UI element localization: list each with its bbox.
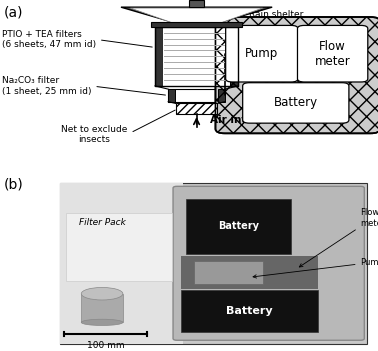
Bar	[181, 290, 318, 332]
Ellipse shape	[81, 287, 123, 300]
Bar	[194, 261, 263, 284]
Text: Air intake: Air intake	[210, 115, 267, 125]
Text: Filter Pack: Filter Pack	[79, 218, 125, 227]
Text: PTIO + TEA filters
(6 sheets, 47 mm id): PTIO + TEA filters (6 sheets, 47 mm id)	[2, 30, 152, 49]
Bar	[168, 89, 225, 102]
Text: Battery: Battery	[218, 221, 259, 231]
Bar	[176, 104, 217, 114]
Bar	[163, 27, 230, 86]
FancyBboxPatch shape	[173, 186, 364, 340]
Bar	[189, 0, 204, 7]
Bar	[168, 89, 175, 102]
Bar	[60, 183, 183, 344]
Text: Flow
meter: Flow meter	[299, 208, 378, 267]
Bar	[66, 213, 172, 281]
Bar	[218, 89, 225, 102]
Text: Rain shelter: Rain shelter	[249, 10, 304, 19]
Text: Flow
meter: Flow meter	[315, 40, 350, 68]
Text: (a): (a)	[4, 5, 23, 19]
Polygon shape	[121, 7, 272, 27]
Bar	[151, 22, 242, 27]
FancyBboxPatch shape	[226, 25, 298, 82]
Text: 100 mm: 100 mm	[87, 341, 125, 350]
Bar	[155, 27, 238, 86]
Bar	[155, 27, 163, 86]
FancyBboxPatch shape	[243, 83, 349, 123]
Bar	[81, 294, 123, 322]
Text: Pump: Pump	[253, 258, 378, 278]
Text: Battery: Battery	[274, 97, 318, 110]
Text: Battery: Battery	[226, 306, 273, 316]
Ellipse shape	[81, 319, 123, 325]
Bar	[60, 183, 367, 344]
Bar	[186, 199, 291, 254]
Bar	[190, 22, 203, 27]
Text: Net to exclude
insects: Net to exclude insects	[61, 110, 175, 144]
Bar	[181, 256, 318, 289]
Text: Na₂CO₃ filter
(1 sheet, 25 mm id): Na₂CO₃ filter (1 sheet, 25 mm id)	[2, 76, 166, 95]
Text: Pump: Pump	[245, 47, 278, 60]
FancyBboxPatch shape	[215, 17, 378, 133]
Bar	[230, 27, 238, 86]
Text: (b): (b)	[4, 177, 23, 191]
Polygon shape	[130, 8, 263, 26]
FancyBboxPatch shape	[297, 25, 368, 82]
